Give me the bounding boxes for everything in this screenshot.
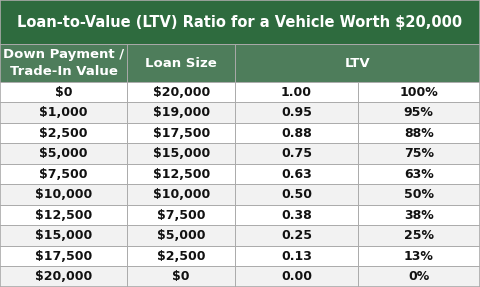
Text: 13%: 13%	[404, 250, 434, 263]
Text: $10,000: $10,000	[35, 188, 92, 201]
Bar	[0, 184, 480, 205]
Text: $7,500: $7,500	[39, 168, 88, 181]
Text: 0.50: 0.50	[281, 188, 312, 201]
Text: $19,000: $19,000	[153, 106, 210, 119]
Bar	[0, 266, 480, 287]
Text: 50%: 50%	[404, 188, 434, 201]
Text: $17,500: $17,500	[153, 127, 210, 139]
Text: $10,000: $10,000	[153, 188, 210, 201]
Text: Loan-to-Value (LTV) Ratio for a Vehicle Worth $20,000: Loan-to-Value (LTV) Ratio for a Vehicle …	[17, 15, 463, 30]
Text: LTV: LTV	[345, 57, 371, 70]
Text: 0.95: 0.95	[281, 106, 312, 119]
Text: 0.75: 0.75	[281, 147, 312, 160]
Text: $1,000: $1,000	[39, 106, 88, 119]
Text: $12,500: $12,500	[153, 168, 210, 181]
Text: 0.13: 0.13	[281, 250, 312, 263]
Text: 1.00: 1.00	[281, 86, 312, 98]
Text: $5,000: $5,000	[157, 229, 205, 242]
Text: 38%: 38%	[404, 209, 433, 222]
Bar	[0, 102, 480, 123]
Text: $17,500: $17,500	[35, 250, 92, 263]
Text: $0: $0	[172, 270, 190, 283]
Text: 63%: 63%	[404, 168, 433, 181]
Text: $20,000: $20,000	[153, 86, 210, 98]
Text: $15,000: $15,000	[35, 229, 92, 242]
Text: 0.25: 0.25	[281, 229, 312, 242]
Text: 0%: 0%	[408, 270, 430, 283]
Text: 100%: 100%	[399, 86, 438, 98]
Bar	[0, 144, 480, 164]
Text: $0: $0	[55, 86, 72, 98]
Text: 0.63: 0.63	[281, 168, 312, 181]
Text: 88%: 88%	[404, 127, 433, 139]
Text: 0.88: 0.88	[281, 127, 312, 139]
Text: $12,500: $12,500	[35, 209, 92, 222]
Bar	[0, 226, 480, 246]
Text: $20,000: $20,000	[35, 270, 92, 283]
Bar	[0, 246, 480, 266]
Bar	[127, 44, 235, 82]
Bar	[0, 82, 480, 102]
Bar	[0, 0, 480, 44]
Text: Down Payment /
Trade-In Value: Down Payment / Trade-In Value	[3, 49, 124, 78]
Bar	[0, 123, 480, 144]
Bar	[0, 44, 127, 82]
Bar	[235, 44, 480, 82]
Text: $5,000: $5,000	[39, 147, 88, 160]
Text: 0.38: 0.38	[281, 209, 312, 222]
Text: $2,500: $2,500	[39, 127, 88, 139]
Bar	[0, 164, 480, 185]
Text: $7,500: $7,500	[157, 209, 205, 222]
Text: 0.00: 0.00	[281, 270, 312, 283]
Bar	[0, 205, 480, 226]
Text: $15,000: $15,000	[153, 147, 210, 160]
Text: 25%: 25%	[404, 229, 434, 242]
Text: $2,500: $2,500	[157, 250, 205, 263]
Text: 95%: 95%	[404, 106, 434, 119]
Text: 75%: 75%	[404, 147, 434, 160]
Text: Loan Size: Loan Size	[145, 57, 217, 70]
